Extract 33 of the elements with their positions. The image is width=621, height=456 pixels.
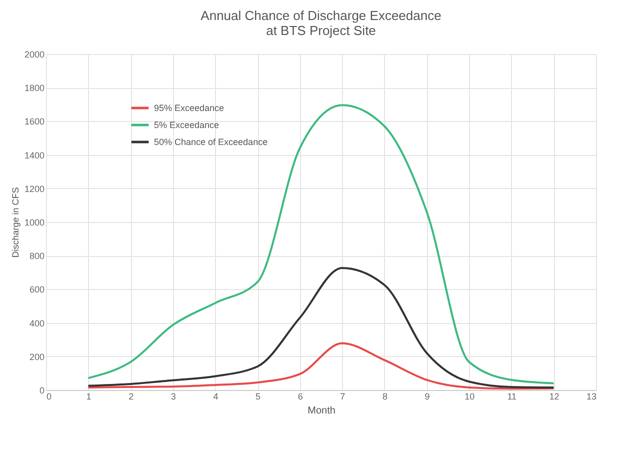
y-tick-label: 400 [29,318,44,328]
x-tick-label: 13 [586,392,596,402]
legend-label: 50% Chance of Exceedance [154,137,268,147]
y-tick-label: 1200 [24,184,44,194]
x-tick-label: 10 [464,392,475,402]
x-tick-label: 2 [128,392,134,402]
y-axis-title: Discharge in CFS [10,187,20,258]
line-series [87,267,555,388]
x-tick-label: 8 [382,392,388,402]
y-tick-label: 1800 [24,83,44,94]
legend-label: 5% Exceedance [154,120,220,130]
x-tick-label: 3 [170,392,176,402]
x-tick-label: 1 [86,392,92,402]
y-tick-label: 1000 [24,218,44,228]
x-tick-label: 9 [424,392,430,402]
x-tick-label: 4 [213,392,218,402]
x-tick-label: 6 [298,392,303,402]
y-tick-label: 600 [29,284,44,295]
x-tick-label: 0 [46,392,52,402]
x-tick-label: 5 [256,392,261,402]
x-axis-title: Month [308,406,336,416]
line-series [87,104,555,384]
y-tick-label: 2000 [24,50,44,60]
y-tick-label: 800 [29,251,44,262]
y-tick-label: 1400 [24,150,44,160]
legend-label: 95% Exceedance [154,103,224,113]
y-tick-label: 200 [29,352,44,362]
x-tick-label: 7 [340,392,346,402]
chart-title: Annual Chance of Discharge Exceedance at BTS Project Site [200,8,442,38]
x-tick-label: 12 [549,392,560,402]
y-tick-label: 1600 [24,116,44,127]
x-tick-label: 11 [507,392,517,402]
line-series [87,342,555,390]
